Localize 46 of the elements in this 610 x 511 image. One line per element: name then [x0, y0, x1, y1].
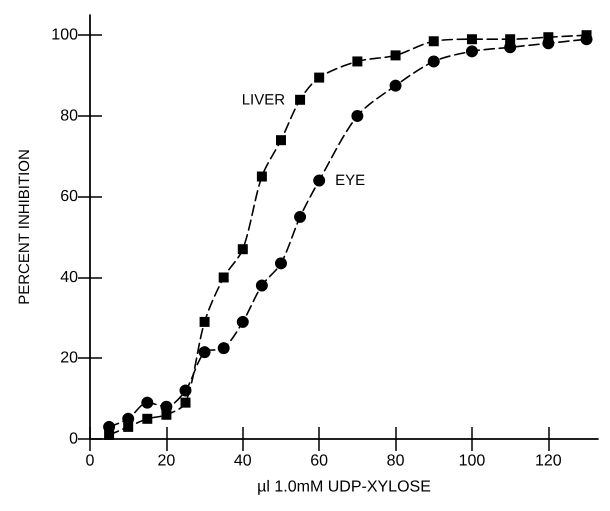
point [390, 80, 402, 92]
point [390, 50, 401, 60]
y-tick-label: 40 [60, 268, 78, 286]
x-tick-label: 100 [458, 452, 486, 470]
point [141, 396, 154, 409]
point [236, 316, 249, 328]
point [351, 110, 364, 122]
point [428, 36, 439, 46]
point [313, 174, 326, 187]
point [218, 342, 230, 354]
point [238, 244, 248, 254]
x-tick-label: 0 [86, 452, 95, 470]
point [218, 272, 229, 282]
point [295, 94, 306, 105]
point [274, 257, 287, 270]
y-axis-title: PERCENT INHIBITION [16, 149, 33, 305]
point [256, 172, 267, 182]
point [505, 34, 516, 44]
y-tick-label: 20 [60, 350, 78, 367]
point [104, 430, 114, 440]
y-tick-label: 0 [69, 430, 78, 448]
point [161, 410, 172, 420]
series-label: LIVER [242, 91, 286, 108]
x-tick-label: 40 [234, 452, 252, 470]
point [142, 414, 152, 424]
point [352, 56, 362, 66]
x-tick-label: 20 [157, 452, 176, 470]
point [314, 72, 324, 83]
x-axis-title: µl 1.0mM UDP-XYLOSE [257, 478, 431, 496]
y-tick-label: 80 [60, 107, 78, 124]
y-tick-label: 60 [60, 188, 78, 206]
point [200, 316, 210, 327]
series-label: EYE [335, 172, 366, 190]
point [466, 45, 478, 58]
point [466, 34, 477, 44]
x-tick-label: 60 [310, 452, 328, 470]
point [198, 346, 211, 358]
x-tick-label: 80 [386, 452, 405, 470]
point [180, 398, 190, 408]
x-tick-label: 120 [534, 452, 562, 470]
y-tick-label: 100 [51, 26, 78, 44]
point [294, 210, 306, 223]
point [256, 280, 268, 292]
point [123, 422, 134, 432]
point [428, 55, 440, 68]
point [276, 135, 286, 146]
